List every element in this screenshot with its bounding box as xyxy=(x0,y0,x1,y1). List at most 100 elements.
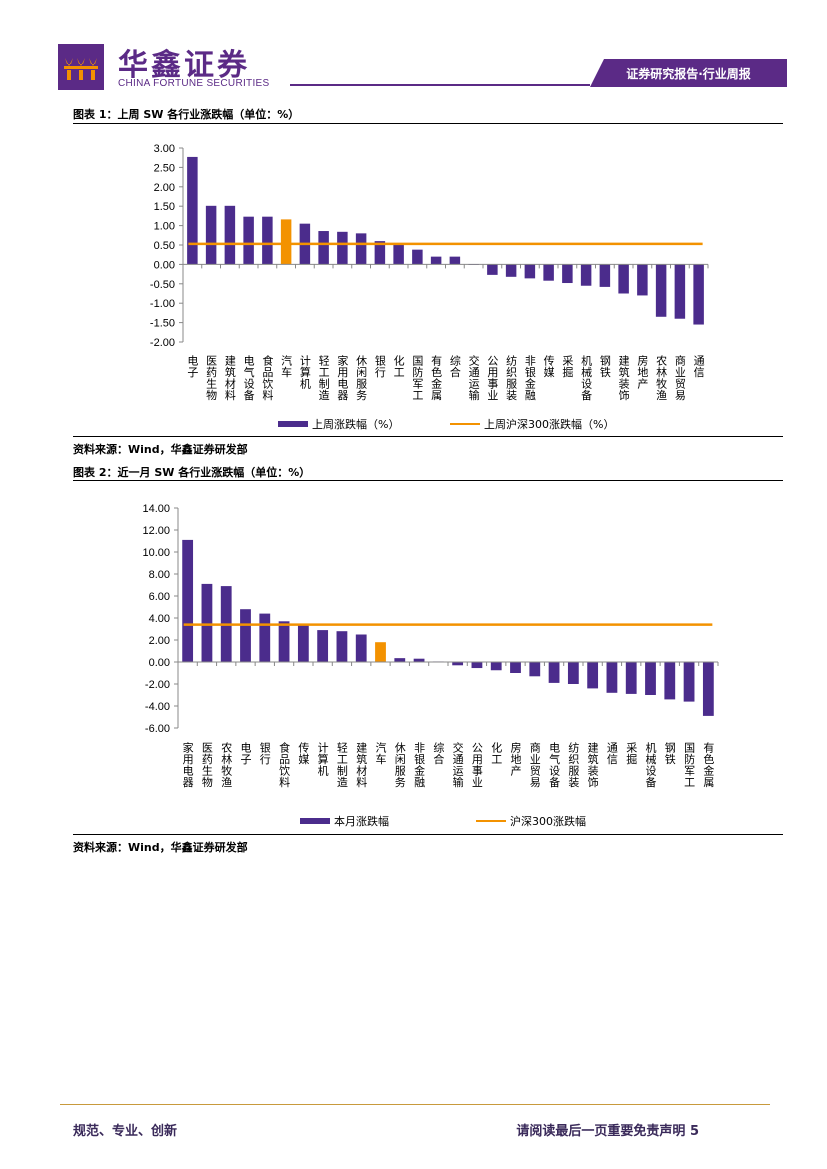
x-category-label: 食品饮料 xyxy=(261,354,274,402)
footer-slogan: 规范、专业、创新 xyxy=(73,1124,178,1139)
bar-非银金融 xyxy=(524,264,536,279)
x-category-label: 有色金属 xyxy=(702,741,715,789)
x-category-label: 轻工制造 xyxy=(335,741,348,788)
company-logo xyxy=(58,44,104,90)
x-category-label: 电气设备 xyxy=(548,742,561,789)
x-category-label: 汽车 xyxy=(374,741,387,766)
x-category-label: 农林牧渔 xyxy=(220,741,233,789)
bar-汽车 xyxy=(375,642,386,662)
y-tick-label: 10.00 xyxy=(142,547,170,559)
bar-非银金融 xyxy=(413,658,425,662)
bar-银行 xyxy=(259,613,271,662)
bar-食品饮料 xyxy=(262,216,273,265)
bar-采掘 xyxy=(625,662,637,694)
legend-bar-label: 本月涨跌幅 xyxy=(334,814,389,828)
y-tick-label: -2.00 xyxy=(145,679,170,691)
x-category-label: 非银金融 xyxy=(523,355,536,402)
bar-商业贸易 xyxy=(529,662,541,677)
x-category-label: 化工 xyxy=(392,354,405,378)
bar-钢铁 xyxy=(599,264,611,287)
x-category-label: 公用事业 xyxy=(486,355,499,401)
bar-家用电器 xyxy=(337,231,348,265)
legend-line-label: 上周沪深300涨跌幅（%） xyxy=(484,417,614,431)
bar-汽车 xyxy=(280,219,292,265)
figure2-bottom-rule xyxy=(73,834,783,835)
y-tick-label: 1.00 xyxy=(154,221,175,233)
logo-emblem-icon xyxy=(64,58,98,80)
report-type-tag: 证券研究报告·行业周报 xyxy=(590,59,787,87)
x-category-label: 综合 xyxy=(448,354,461,378)
x-category-label: 采掘 xyxy=(625,742,638,766)
bar-电子 xyxy=(187,156,198,265)
x-category-label: 采掘 xyxy=(561,355,574,379)
bar-有色金属 xyxy=(702,662,714,716)
bar-计算机 xyxy=(317,630,329,662)
bar-建筑材料 xyxy=(355,634,367,662)
x-category-label: 银行 xyxy=(258,741,271,766)
x-category-label: 通信 xyxy=(692,355,705,379)
footer-disclaimer-page: 请阅读最后一页重要免责声明 5 xyxy=(516,1124,699,1139)
x-category-label: 机械设备 xyxy=(580,354,593,402)
bar-电子 xyxy=(240,609,251,662)
bar-银行 xyxy=(374,241,386,265)
x-category-label: 非银金融 xyxy=(413,742,426,789)
x-category-label: 建筑装饰 xyxy=(586,741,599,788)
x-category-label: 轻工制造 xyxy=(317,354,330,401)
bar-公用事业 xyxy=(487,264,498,275)
y-tick-label: -2.00 xyxy=(150,337,175,349)
bar-国防军工 xyxy=(683,662,695,702)
y-tick-label: 8.00 xyxy=(149,569,170,581)
x-category-label: 房地产 xyxy=(509,742,522,777)
x-category-label: 电气设备 xyxy=(242,355,255,402)
y-tick-label: 12.00 xyxy=(142,525,170,537)
bar-采掘 xyxy=(562,264,573,284)
bar-建筑材料 xyxy=(224,205,236,265)
bar-公用事业 xyxy=(471,662,483,669)
x-category-label: 休闲服务 xyxy=(355,355,368,401)
bar-通信 xyxy=(606,662,618,693)
bar-食品饮料 xyxy=(278,621,290,662)
footer-divider xyxy=(60,1104,770,1105)
figure2-top-rule xyxy=(73,480,783,481)
bar-国防军工 xyxy=(412,249,423,265)
bar-通信 xyxy=(693,264,704,325)
x-category-label: 国防军工 xyxy=(411,355,424,401)
legend-bar-label: 上周涨跌幅（%） xyxy=(312,417,399,431)
x-category-label: 家用电器 xyxy=(181,741,194,789)
x-category-label: 汽车 xyxy=(280,354,293,379)
x-category-label: 家用电器 xyxy=(336,354,349,402)
bar-轻工制造 xyxy=(336,631,348,662)
bar-电气设备 xyxy=(548,662,560,683)
figure1-source: 资料来源：Wind，华鑫证券研发部 xyxy=(73,443,248,456)
bar-有色金属 xyxy=(430,256,442,265)
y-tick-label: 2.50 xyxy=(154,162,175,174)
bar-传媒 xyxy=(543,264,554,281)
bar-交通运输 xyxy=(452,662,464,666)
x-category-label: 通信 xyxy=(605,742,618,766)
x-category-label: 钢铁 xyxy=(663,742,676,765)
x-category-label: 计算机 xyxy=(316,742,329,777)
bar-机械设备 xyxy=(580,264,592,286)
x-category-label: 计算机 xyxy=(298,355,311,390)
y-tick-label: 2.00 xyxy=(149,635,170,647)
x-category-label: 商业贸易 xyxy=(673,354,686,402)
bar-综合 xyxy=(449,256,461,265)
x-category-label: 纺织服装 xyxy=(505,354,518,402)
bar-纺织服装 xyxy=(505,264,517,277)
x-category-label: 医药生物 xyxy=(200,742,213,788)
bar-商业贸易 xyxy=(674,264,686,319)
bar-化工 xyxy=(490,662,502,671)
x-category-label: 房地产 xyxy=(636,355,649,390)
y-tick-label: -1.00 xyxy=(150,298,175,310)
x-category-label: 公用事业 xyxy=(470,742,483,788)
x-category-label: 交通运输 xyxy=(451,741,464,789)
y-tick-label: -0.50 xyxy=(150,279,175,291)
bar-医药生物 xyxy=(205,205,217,265)
x-category-label: 钢铁 xyxy=(598,355,611,378)
bar-纺织服装 xyxy=(567,662,579,684)
y-tick-label: 3.00 xyxy=(154,143,175,155)
chart-weekly-industry-returns: 3.00 2.50 2.00 1.50 1.00 0.50 0.00 -0.50 -1.00 -1… xyxy=(150,143,709,431)
y-tick-label: 0.00 xyxy=(149,657,170,669)
x-category-label: 有色金属 xyxy=(430,354,443,402)
figure1-bottom-rule xyxy=(73,436,783,437)
